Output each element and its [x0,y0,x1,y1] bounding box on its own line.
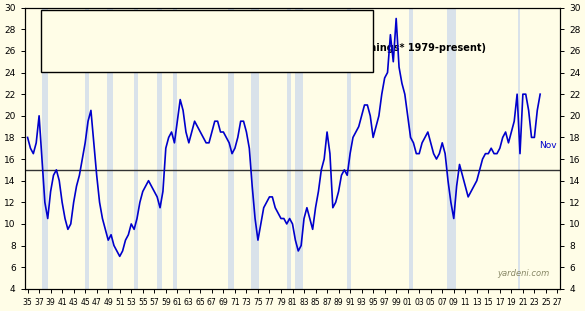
Bar [251,8,259,289]
Bar [228,8,234,289]
Text: (using reported earnings 1935-1978, forward earnings* 1979-present): (using reported earnings 1935-1978, forw… [98,43,487,53]
Text: Nov: Nov [539,141,556,150]
Text: yardeni.com: yardeni.com [497,269,549,277]
Bar [173,8,177,289]
FancyBboxPatch shape [41,11,373,72]
Bar [295,8,303,289]
Bar [85,8,89,289]
Bar [347,8,351,289]
Bar [287,8,291,289]
Bar [134,8,138,289]
Bar [107,8,113,289]
Bar [448,8,456,289]
Bar [518,8,520,289]
Bar [409,8,413,289]
Bar [157,8,162,289]
Text: S&P 500 P/E RATIO: S&P 500 P/E RATIO [230,22,355,35]
Bar [42,8,48,289]
